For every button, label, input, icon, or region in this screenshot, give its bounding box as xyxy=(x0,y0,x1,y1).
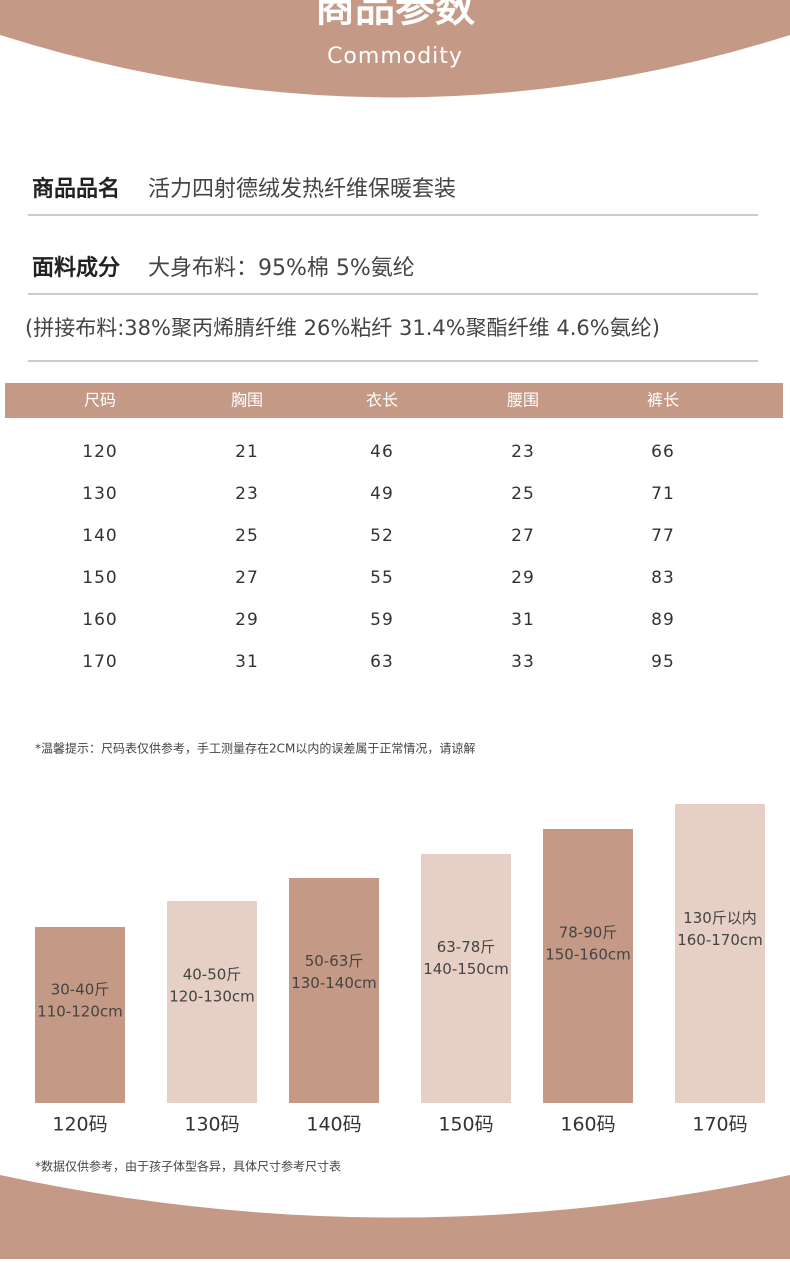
size-height: 150-160cm xyxy=(545,946,631,964)
table-header-bar xyxy=(5,383,783,418)
table-cell: 25 xyxy=(235,526,259,546)
table-cell: 23 xyxy=(235,484,259,504)
size-label: 130码 xyxy=(184,1114,239,1136)
info-value: 大身布料：95%棉 5%氨纶 xyxy=(148,256,415,281)
size-weight: 130斤以内 xyxy=(683,909,757,927)
size-label: 170码 xyxy=(692,1114,747,1136)
table-cell: 49 xyxy=(370,484,394,504)
table-header-cell: 胸围 xyxy=(231,391,263,410)
table-cell: 170 xyxy=(82,652,117,672)
table-cell: 160 xyxy=(82,610,117,630)
size-block xyxy=(289,878,379,1103)
size-height: 120-130cm xyxy=(169,987,255,1005)
table-header-cell: 尺码 xyxy=(84,391,116,410)
table-cell: 29 xyxy=(511,568,535,588)
table-cell: 31 xyxy=(511,610,535,630)
header-subtitle: Commodity xyxy=(327,44,463,69)
table-cell: 27 xyxy=(235,568,259,588)
size-block xyxy=(675,804,765,1103)
size-weight: 30-40斤 xyxy=(51,980,110,998)
table-cell: 23 xyxy=(511,442,535,462)
table-header-cell: 衣长 xyxy=(366,391,398,410)
footnote: *数据仅供参考，由于孩子体型各异，具体尺寸参考尺寸表 xyxy=(35,1159,341,1174)
table-cell: 140 xyxy=(82,526,117,546)
size-height: 130-140cm xyxy=(291,974,377,992)
table-cell: 66 xyxy=(651,442,675,462)
tip: *温馨提示：尺码表仅供参考，手工测量存在2CM以内的误差属于正常情况，请谅解 xyxy=(35,741,475,756)
size-height: 160-170cm xyxy=(677,931,763,949)
table-cell: 95 xyxy=(651,652,675,672)
table-cell: 63 xyxy=(370,652,394,672)
size-label: 140码 xyxy=(306,1114,361,1136)
size-label: 120码 xyxy=(52,1114,107,1136)
table-cell: 25 xyxy=(511,484,535,504)
size-weight: 63-78斤 xyxy=(437,938,496,956)
header-title: 商品参数 xyxy=(315,0,475,31)
table-cell: 71 xyxy=(651,484,675,504)
size-weight: 40-50斤 xyxy=(183,965,242,983)
size-weight: 50-63斤 xyxy=(305,952,364,970)
header-band xyxy=(0,0,790,98)
size-label: 150码 xyxy=(438,1114,493,1136)
table-cell: 77 xyxy=(651,526,675,546)
info-label: 面料成分 xyxy=(32,256,120,281)
info-note: (拼接布料:38%聚丙烯腈纤维 26%粘纤 31.4%聚酯纤维 4.6%氨纶) xyxy=(25,316,660,340)
table-cell: 33 xyxy=(511,652,535,672)
table-cell: 29 xyxy=(235,610,259,630)
table-cell: 55 xyxy=(370,568,394,588)
size-height: 140-150cm xyxy=(423,960,509,978)
table-header-cell: 腰围 xyxy=(507,391,539,410)
table-cell: 52 xyxy=(370,526,394,546)
table-cell: 46 xyxy=(370,442,394,462)
footer-band xyxy=(0,1175,790,1259)
table-cell: 83 xyxy=(651,568,675,588)
size-weight: 78-90斤 xyxy=(559,924,618,942)
table-header-cell: 裤长 xyxy=(647,391,679,410)
table-cell: 150 xyxy=(82,568,117,588)
table-cell: 130 xyxy=(82,484,117,504)
size-label: 160码 xyxy=(560,1114,615,1136)
table-cell: 59 xyxy=(370,610,394,630)
size-block xyxy=(35,927,125,1103)
info-value: 活力四射德绒发热纤维保暖套装 xyxy=(148,177,456,202)
info-label: 商品品名 xyxy=(32,176,120,202)
table-cell: 31 xyxy=(235,652,259,672)
table-cell: 120 xyxy=(82,442,117,462)
table-cell: 21 xyxy=(235,442,259,462)
size-block xyxy=(543,829,633,1103)
size-block xyxy=(421,854,511,1103)
table-cell: 27 xyxy=(511,526,535,546)
table-cell: 89 xyxy=(651,610,675,630)
size-block xyxy=(167,901,257,1103)
size-height: 110-120cm xyxy=(37,1002,123,1020)
